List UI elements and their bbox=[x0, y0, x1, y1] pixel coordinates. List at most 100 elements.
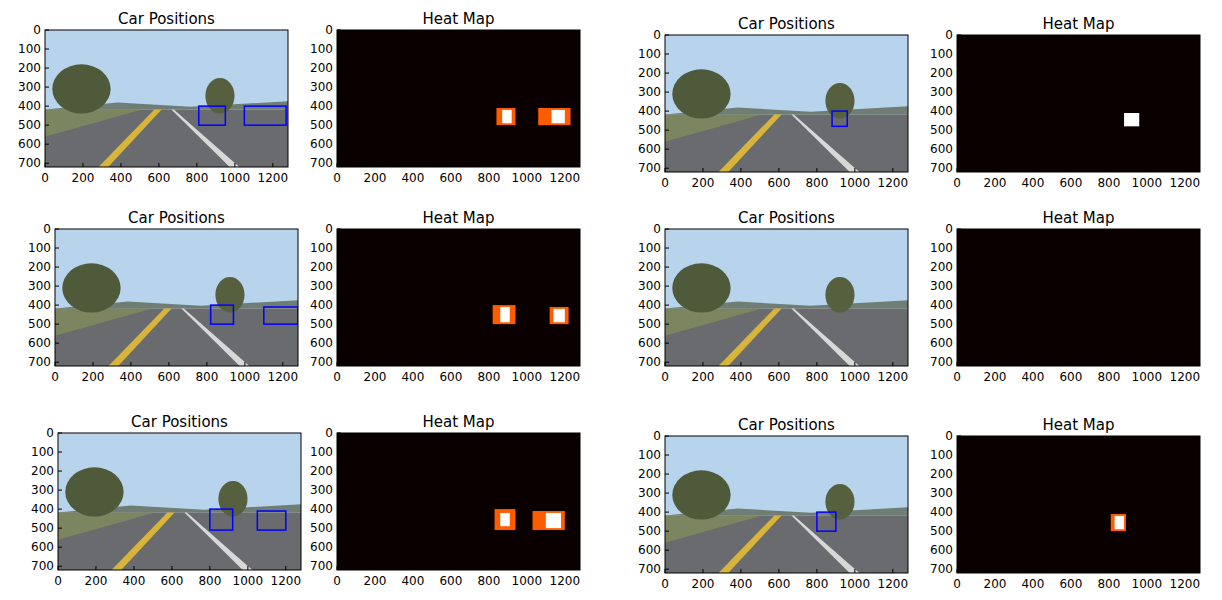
x-tick bbox=[816, 168, 817, 172]
y-tick-label: 400 bbox=[310, 298, 333, 312]
x-tick bbox=[892, 569, 893, 573]
y-tick-label: 700 bbox=[310, 355, 333, 369]
y-tick bbox=[337, 471, 341, 472]
roadside bbox=[665, 114, 762, 141]
y-tick-label: 300 bbox=[18, 80, 41, 94]
x-tick-label: 1000 bbox=[512, 370, 543, 384]
y-tick-label: 0 bbox=[43, 222, 51, 236]
x-tick bbox=[1146, 569, 1147, 573]
plot-area bbox=[58, 433, 301, 570]
x-tick-label: 1200 bbox=[258, 171, 289, 185]
x-tick-label: 600 bbox=[439, 171, 462, 185]
x-tick-label: 800 bbox=[1097, 370, 1120, 384]
y-tick-label: 100 bbox=[31, 445, 54, 459]
axes-frame bbox=[957, 229, 1200, 366]
car-box bbox=[832, 111, 847, 126]
x-tick-label: 1200 bbox=[878, 370, 909, 384]
y-tick bbox=[957, 474, 961, 475]
plot-area bbox=[957, 436, 1200, 573]
y-tick bbox=[337, 68, 341, 69]
y-tick-label: 600 bbox=[310, 540, 333, 554]
axes-frame bbox=[957, 436, 1200, 573]
y-tick bbox=[337, 286, 341, 287]
x-tick-label: 600 bbox=[157, 370, 180, 384]
x-tick bbox=[272, 163, 273, 167]
lane-line bbox=[791, 308, 859, 366]
x-tick bbox=[120, 163, 121, 167]
y-tick bbox=[45, 125, 49, 126]
road bbox=[665, 515, 908, 573]
y-tick-label: 400 bbox=[18, 99, 41, 113]
y-tick bbox=[957, 229, 961, 230]
panel: Car Positions020040060080010001200010020… bbox=[28, 209, 298, 384]
figure: Car Positions020040060080010001200010020… bbox=[0, 0, 1222, 600]
y-tick bbox=[957, 168, 961, 169]
x-tick bbox=[412, 566, 413, 570]
x-tick-label: 400 bbox=[122, 574, 145, 588]
x-tick-label: 1000 bbox=[512, 171, 543, 185]
x-tick-label: 1000 bbox=[840, 370, 871, 384]
x-tick-label: 1200 bbox=[271, 574, 302, 588]
title: Heat Map bbox=[1042, 15, 1114, 33]
y-tick-label: 300 bbox=[638, 85, 661, 99]
x-tick bbox=[778, 168, 779, 172]
x-tick bbox=[564, 362, 565, 366]
heat-cell bbox=[550, 307, 569, 324]
x-tick bbox=[234, 163, 235, 167]
x-tick-label: 800 bbox=[477, 574, 500, 588]
y-tick bbox=[665, 569, 669, 570]
x-tick-label: 0 bbox=[661, 577, 669, 591]
roadside bbox=[45, 109, 142, 136]
y-tick-label: 600 bbox=[638, 142, 661, 156]
y-tick bbox=[957, 512, 961, 513]
y-tick bbox=[665, 343, 669, 344]
x-tick bbox=[158, 163, 159, 167]
x-tick-label: 200 bbox=[85, 574, 108, 588]
x-tick bbox=[412, 362, 413, 366]
x-tick bbox=[994, 362, 995, 366]
y-tick bbox=[957, 149, 961, 150]
y-tick-label: 500 bbox=[638, 317, 661, 331]
y-tick-label: 0 bbox=[653, 429, 661, 443]
y-tick-label: 100 bbox=[310, 42, 333, 56]
y-tick bbox=[665, 436, 669, 437]
axes-frame bbox=[45, 30, 288, 167]
x-tick bbox=[133, 566, 134, 570]
plot-area bbox=[665, 229, 908, 366]
y-tick-label: 600 bbox=[930, 543, 953, 557]
y-tick-label: 0 bbox=[46, 426, 54, 440]
x-tick-label: 0 bbox=[54, 574, 62, 588]
x-tick bbox=[816, 362, 817, 366]
axes-frame bbox=[58, 433, 301, 570]
x-tick bbox=[740, 168, 741, 172]
y-tick-label: 700 bbox=[930, 161, 953, 175]
title: Car Positions bbox=[738, 15, 835, 33]
y-tick-label: 400 bbox=[310, 99, 333, 113]
y-tick bbox=[665, 362, 669, 363]
x-tick-label: 1000 bbox=[1132, 176, 1163, 190]
heat-cell bbox=[496, 108, 515, 125]
y-tick-label: 200 bbox=[310, 61, 333, 75]
y-tick-label: 500 bbox=[638, 123, 661, 137]
heat-cell bbox=[553, 309, 564, 322]
y-tick-label: 700 bbox=[930, 355, 953, 369]
panel: Car Positions020040060080010001200010020… bbox=[638, 416, 908, 591]
x-tick-label: 200 bbox=[984, 176, 1007, 190]
x-tick bbox=[1184, 569, 1185, 573]
background bbox=[0, 0, 1222, 600]
y-tick bbox=[665, 512, 669, 513]
y-tick-label: 700 bbox=[310, 156, 333, 170]
x-tick-label: 1000 bbox=[233, 574, 264, 588]
x-tick bbox=[702, 569, 703, 573]
title: Heat Map bbox=[1042, 209, 1114, 227]
y-tick-label: 100 bbox=[930, 241, 953, 255]
x-tick bbox=[1070, 569, 1071, 573]
y-tick-label: 400 bbox=[31, 502, 54, 516]
x-tick bbox=[196, 163, 197, 167]
y-tick-label: 100 bbox=[28, 241, 51, 255]
title: Car Positions bbox=[738, 416, 835, 434]
x-tick-label: 400 bbox=[1021, 176, 1044, 190]
y-tick bbox=[337, 509, 341, 510]
y-tick-label: 400 bbox=[28, 298, 51, 312]
x-tick-label: 200 bbox=[692, 370, 715, 384]
